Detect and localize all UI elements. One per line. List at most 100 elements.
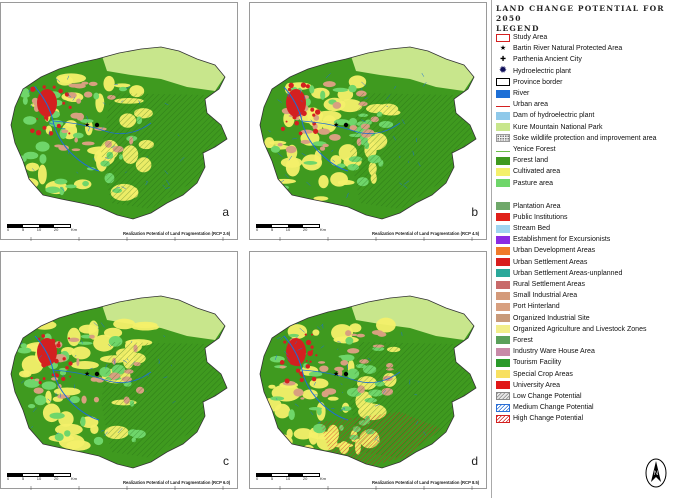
parthenia-marker-icon	[94, 122, 100, 128]
legend-item: Plantation Area	[496, 201, 684, 212]
legend-label: Public Institutions	[513, 213, 568, 221]
legend-label: Study Area	[513, 34, 548, 42]
legend-label: Urban Settlement Areas	[513, 258, 588, 266]
legend-item: Pasture area	[496, 177, 684, 188]
legend-item: River	[496, 88, 684, 99]
legend-swatch	[496, 381, 510, 390]
scale-bar-b: 0 5 10 20 Km	[256, 224, 326, 233]
legend-swatch	[496, 347, 510, 356]
legend-swatch	[496, 370, 510, 379]
legend-item: University Area	[496, 380, 684, 391]
legend-swatch	[496, 213, 510, 222]
legend-label: Port Hinterland	[513, 303, 560, 311]
map-panel-c: ★ c Realization Potential of Land Fragme…	[0, 251, 238, 490]
bartin-river-star-icon: ★	[84, 370, 90, 378]
legend-item: Special Crop Areas	[496, 368, 684, 379]
legend-item: Stream Bed	[496, 223, 684, 234]
legend-item: Cultivated area	[496, 166, 684, 177]
legend-item: Rural Settlement Areas	[496, 279, 684, 290]
legend-label: Small Industrial Area	[513, 292, 578, 300]
scale-bar-c: 0 5 10 20 Km	[7, 473, 77, 482]
parthenia-marker-icon	[343, 122, 349, 128]
legend-item: Yenice Forest	[496, 144, 684, 155]
legend-label: Medium Change Potential	[513, 404, 594, 412]
legend-item: Organized Agriculture and Livestock Zone…	[496, 324, 684, 335]
legend-swatch	[496, 258, 510, 267]
legend-label: Pasture area	[513, 179, 554, 187]
scale-bar-a: 0 5 10 20 Km	[7, 224, 77, 233]
legend-label: Forest land	[513, 157, 549, 165]
legend-item: Urban Development Areas	[496, 245, 684, 256]
legend-swatch	[496, 202, 510, 211]
legend-swatch	[496, 179, 510, 188]
study-area-map	[11, 296, 227, 468]
legend-swatch	[496, 325, 510, 334]
legend-item: Medium Change Potential	[496, 402, 684, 413]
legend-swatch	[496, 314, 510, 323]
panel-letter-b: b	[471, 205, 478, 219]
legend-label: Plantation Area	[513, 202, 561, 210]
legend-label: Low Change Potential	[513, 392, 582, 400]
map-a-svg: ★	[10, 46, 228, 241]
legend-hatch-swatch	[496, 403, 510, 412]
legend-item: Public Institutions	[496, 212, 684, 223]
legend-label: River	[513, 90, 530, 98]
legend-label: Organized Industrial Site	[513, 314, 590, 322]
legend-item: Industry Ware House Area	[496, 346, 684, 357]
legend-item: ✹ Hydroelectric plant	[496, 66, 684, 77]
legend-label: Urban area	[513, 101, 549, 109]
legend-label: Soke wildlife protection and improvement…	[513, 134, 657, 142]
legend-line-icon	[496, 102, 510, 108]
legend-item: Forest	[496, 335, 684, 346]
bartin-river-star-icon: ★	[333, 121, 339, 129]
legend-label: Province border	[513, 78, 563, 86]
legend-item: Urban area	[496, 99, 684, 110]
legend-items: Study Area ★ Bartin River Natural Protecte…	[496, 32, 684, 424]
legend-item: Port Hinterland	[496, 301, 684, 312]
panel-caption-c: Realization Potential of Land Fragmentat…	[123, 480, 231, 485]
legend-swatch	[496, 167, 510, 176]
study-area-map	[260, 296, 476, 468]
legend-item: Province border	[496, 77, 684, 88]
legend-item: ★ Bartin River Natural Protected Area	[496, 43, 684, 54]
panel-caption-d: Realization Potential of Land Fragmentat…	[372, 480, 480, 485]
parthenia-marker-icon	[94, 371, 100, 377]
legend-line-icon	[496, 147, 510, 152]
legend-swatch	[496, 235, 510, 244]
svg-text:N: N	[654, 471, 658, 477]
legend-swatch	[496, 89, 510, 98]
legend-item: Forest land	[496, 155, 684, 166]
legend-swatch	[496, 302, 510, 311]
legend-swatch	[496, 336, 510, 345]
legend-swatch	[496, 33, 510, 42]
bartin-river-star-icon: ★	[333, 370, 339, 378]
legend-item: Small Industrial Area	[496, 290, 684, 301]
map-panel-b: ★ b Realization Potential of Land Fragme…	[249, 2, 487, 241]
legend-label: Rural Settlement Areas	[513, 281, 585, 289]
legend-label: Kure Mountain National Park	[513, 123, 603, 131]
legend-label: Establishment for Excursionists	[513, 236, 611, 244]
north-arrow-icon: N	[645, 458, 667, 488]
legend-label: Yenice Forest	[513, 145, 556, 153]
legend-item: High Change Potential	[496, 413, 684, 424]
parthenia-marker-icon	[343, 371, 349, 377]
study-area-map	[11, 47, 227, 219]
map-panel-a: ★ a Realization Potential of Land Fragme…	[0, 2, 238, 241]
legend-label: Urban Development Areas	[513, 247, 596, 255]
study-area-map	[260, 47, 476, 219]
legend-label: High Change Potential	[513, 415, 584, 423]
legend-item: Establishment for Excursionists	[496, 234, 684, 245]
legend: LAND CHANGE POTENTIAL FOR 2050 LEGEND St…	[491, 0, 685, 498]
legend-label: Hydroelectric plant	[513, 67, 571, 75]
map-c-svg: ★	[10, 295, 228, 490]
star-icon: ★	[499, 44, 507, 52]
legend-label: Special Crop Areas	[513, 370, 573, 378]
legend-item: Urban Settlement Areas	[496, 257, 684, 268]
bartin-river-star-icon: ★	[84, 121, 90, 129]
legend-item: Kure Mountain National Park	[496, 122, 684, 133]
panel-letter-d: d	[471, 454, 478, 468]
panel-caption-a: Realization Potential of Land Fragmentat…	[123, 231, 231, 236]
legend-label: Forest	[513, 336, 533, 344]
hydroelectric-icon: ✹	[498, 65, 508, 77]
legend-item: Soke wildlife protection and improvement…	[496, 133, 684, 144]
